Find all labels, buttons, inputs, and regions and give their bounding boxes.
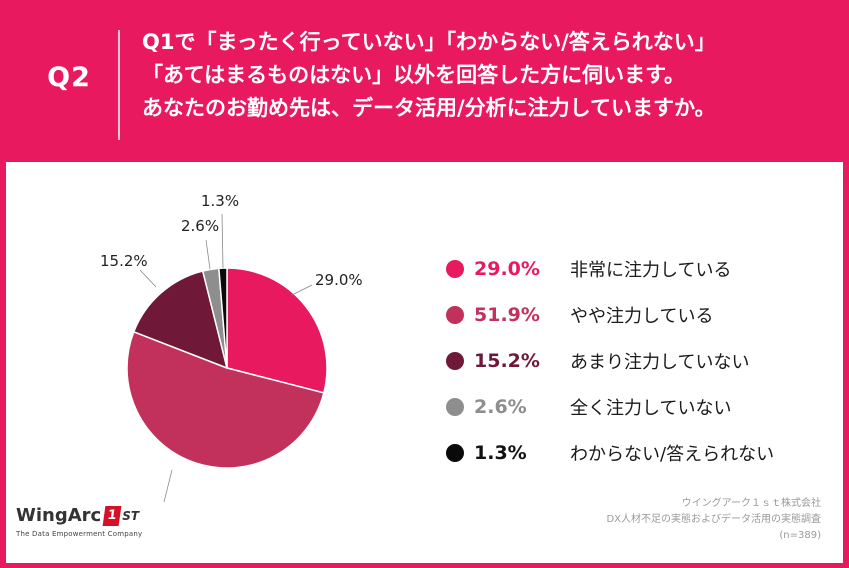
leader-line bbox=[221, 213, 224, 269]
data-label: 15.2% bbox=[100, 252, 148, 270]
legend-label: わからない/答えられない bbox=[570, 444, 775, 465]
source-line: ウイングアーク１ｓｔ株式会社 bbox=[681, 498, 821, 509]
legend-swatch bbox=[446, 352, 464, 370]
chart-panel: 29.0% 51.9% 15.2% 2.6% 1.3% 29.0% 非常に注力している 51… bbox=[6, 162, 843, 563]
legend-value: 1.3% bbox=[474, 442, 527, 464]
source-line: DX人材不足の実態およびデータ活用の実態調査 bbox=[606, 514, 821, 525]
question-header: Q2 Q1で「まったく行っていない」「わからない/答えられない」 「あてはまるも… bbox=[0, 0, 849, 160]
question-line: Q1で「まったく行っていない」「わからない/答えられない」 bbox=[142, 30, 716, 54]
legend-value: 15.2% bbox=[474, 350, 540, 372]
legend-item: 1.3% わからない/答えられない bbox=[446, 430, 846, 476]
legend-label: やや注力している bbox=[570, 306, 714, 327]
legend-swatch bbox=[446, 260, 464, 278]
pie-slice bbox=[126, 330, 325, 469]
legend-item: 51.9% やや注力している bbox=[446, 292, 846, 338]
question-line: 「あてはまるものはない」以外を回答した方に伺います。 bbox=[142, 63, 686, 87]
legend-item: 2.6% 全く注力していない bbox=[446, 384, 846, 430]
pie-chart: 29.0%51.9%15.2%2.6%1.3% bbox=[100, 192, 363, 502]
leader-line bbox=[291, 284, 313, 296]
wingarc-logo: WingArc 1 ST The Data Empowerment Company bbox=[16, 505, 156, 555]
logo-badge: 1 bbox=[102, 505, 122, 526]
legend-swatch bbox=[446, 398, 464, 416]
pie-slice bbox=[218, 267, 228, 369]
data-label: 1.3% bbox=[201, 192, 239, 210]
leader-line bbox=[163, 469, 173, 502]
question-number: Q2 bbox=[47, 62, 91, 93]
header-divider bbox=[118, 30, 120, 140]
logo-text: WingArc bbox=[16, 505, 102, 526]
logo-tagline: The Data Empowerment Company bbox=[16, 530, 143, 538]
pie-slice bbox=[226, 267, 328, 394]
legend-value: 51.9% bbox=[474, 304, 540, 326]
leader-line bbox=[139, 269, 157, 288]
legend-swatch bbox=[446, 444, 464, 462]
pie-slice bbox=[132, 270, 229, 370]
legend-value: 29.0% bbox=[474, 258, 540, 280]
question-text: Q1で「まったく行っていない」「わからない/答えられない」 「あてはまるものはな… bbox=[142, 26, 842, 125]
question-line: あなたのお勤め先は、データ活用/分析に注力していますか。 bbox=[142, 96, 716, 120]
source-note: ウイングアーク１ｓｔ株式会社 DX人材不足の実態およびデータ活用の実態調査 (n… bbox=[606, 496, 821, 544]
legend-item: 15.2% あまり注力していない bbox=[446, 338, 846, 384]
legend-item: 29.0% 非常に注力している bbox=[446, 246, 846, 292]
logo-mark: WingArc 1 ST bbox=[16, 505, 156, 526]
data-label: 2.6% bbox=[181, 217, 219, 235]
legend-value: 2.6% bbox=[474, 396, 527, 418]
legend-label: 非常に注力している bbox=[570, 260, 732, 281]
legend-swatch bbox=[446, 306, 464, 324]
data-label: 29.0% bbox=[315, 271, 363, 289]
chart-legend: 29.0% 非常に注力している 51.9% やや注力している 15.2% あまり注力してい… bbox=[446, 246, 846, 476]
legend-label: 全く注力していない bbox=[570, 398, 732, 419]
source-line: (n=389) bbox=[779, 530, 821, 541]
logo-st: ST bbox=[122, 508, 140, 523]
leader-line bbox=[205, 239, 211, 270]
legend-label: あまり注力していない bbox=[570, 352, 750, 373]
